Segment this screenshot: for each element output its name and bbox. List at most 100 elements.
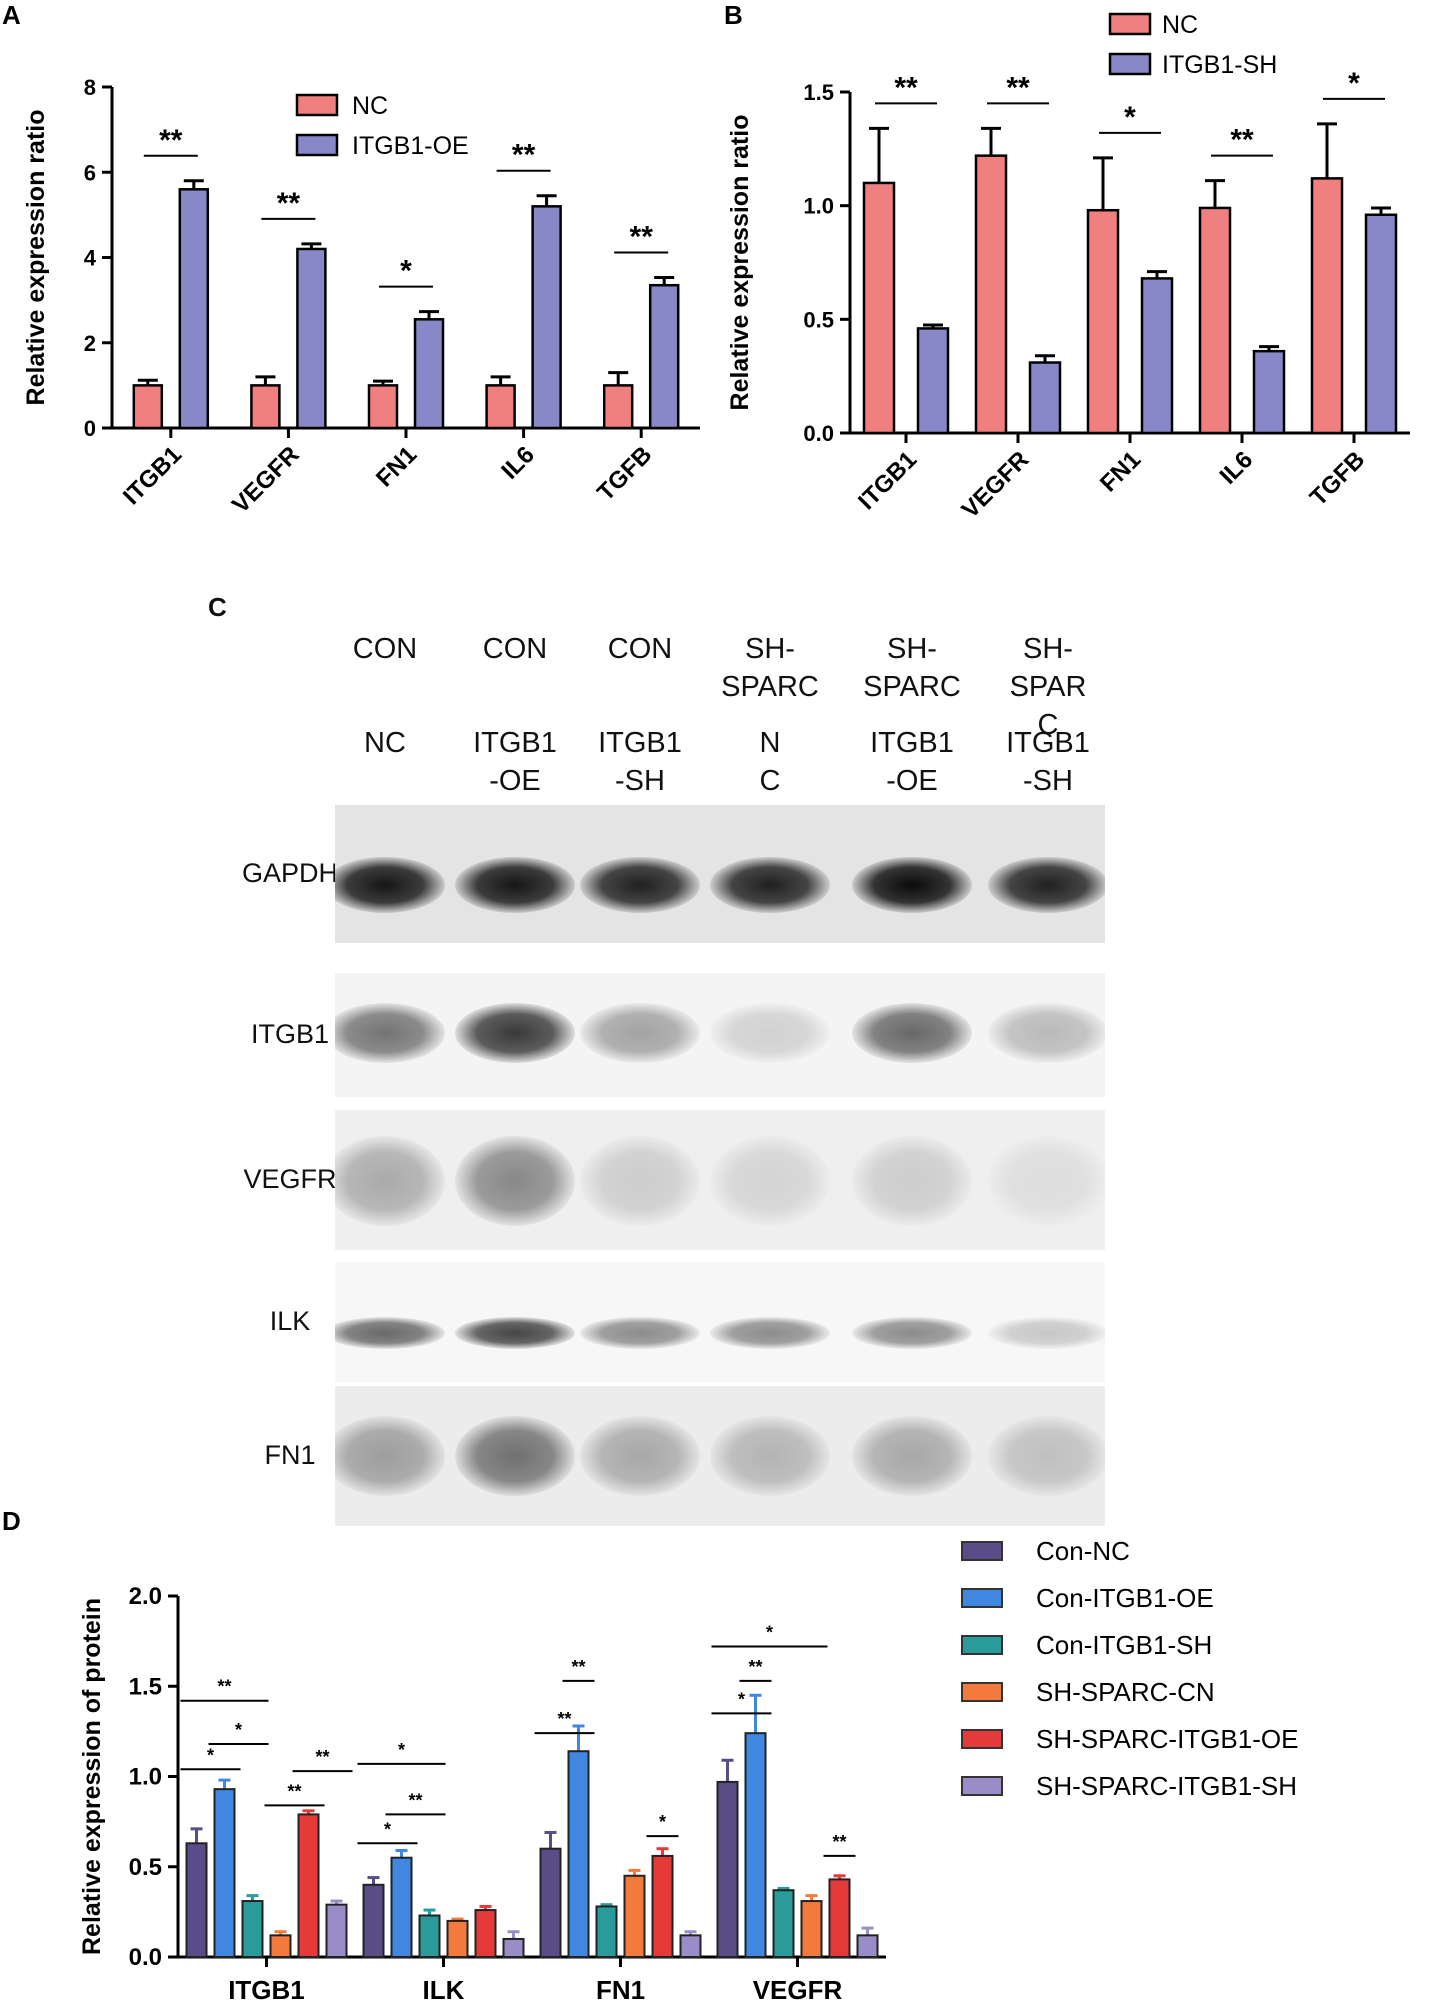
blot-strip [335, 805, 1105, 943]
legend-label: SH-SPARC-CN [1036, 1677, 1215, 1707]
bar [178, 188, 210, 430]
blot-band [988, 1136, 1105, 1226]
bar [297, 1813, 320, 1958]
protein-label: ILK [269, 1306, 311, 1336]
chart-panel-a: A 0 2 4 6 8 Relative expression ratio ITGB1 VEGF… [2, 0, 700, 519]
bar [744, 1732, 767, 1958]
bar [446, 1919, 469, 1958]
significance-marker: ** [748, 1657, 762, 1677]
blot-band [335, 1416, 445, 1496]
chart-panel-d: D 0.0 0.5 1.0 1.5 2.0 Relative expression of p… [2, 1506, 1298, 2004]
bar [651, 1854, 674, 1959]
x-tick-label: IL6 [496, 441, 540, 485]
x-tick-label: ITGB1 [118, 441, 187, 510]
significance-marker: ** [287, 1781, 301, 1801]
y-tick-label: 0.0 [129, 1944, 162, 1971]
blot-band [710, 857, 830, 913]
lane-group-line: -OE [886, 765, 938, 797]
legend-swatch [961, 1729, 1003, 1749]
lane-header-line: C [1037, 709, 1059, 741]
x-tick-label: TGFB [1305, 446, 1370, 511]
x-tick-label: FN1 [371, 441, 422, 492]
lane-group-line: N [759, 727, 781, 759]
blot-band [455, 1317, 575, 1349]
significance-marker: * [738, 1689, 745, 1709]
y-tick-label: 2 [84, 331, 96, 356]
y-tick-label: 1.5 [129, 1673, 162, 1700]
blot-band [455, 1416, 575, 1496]
legend-swatch [1108, 12, 1152, 36]
bar [185, 1842, 208, 1958]
bar [602, 384, 634, 430]
bar [325, 1903, 348, 1958]
lane-group-line: C [759, 765, 781, 797]
bar [772, 1889, 795, 1958]
x-tick-label: IL6 [1215, 446, 1259, 490]
bar [250, 384, 281, 430]
bar [595, 1905, 618, 1958]
blot-band [335, 857, 445, 913]
legend-swatch [961, 1541, 1003, 1561]
lane-header-line: SPAR [1009, 671, 1087, 703]
lane-header-line: SH- [745, 633, 795, 665]
bar [623, 1874, 646, 1958]
lane-header-line: CON [352, 633, 418, 665]
blot-band [710, 1416, 830, 1496]
panel-label-c: C [208, 592, 227, 622]
significance-marker: * [400, 255, 412, 288]
blot-band [988, 857, 1105, 913]
legend-swatch [961, 1635, 1003, 1655]
bar [1252, 349, 1286, 435]
significance-marker: ** [1006, 71, 1030, 104]
lane-header-line: SPARC [863, 671, 961, 703]
bar [648, 283, 680, 430]
legend-swatch [295, 93, 339, 117]
x-tick-label: ITGB1 [228, 1975, 305, 2004]
blot-band [455, 1136, 575, 1226]
bar [1198, 206, 1232, 435]
significance-marker: * [659, 1812, 666, 1832]
legend-swatch [961, 1776, 1003, 1796]
significance-marker: * [398, 1740, 405, 1760]
y-tick-label: 1.5 [803, 80, 834, 105]
significance-marker: ** [571, 1657, 585, 1677]
blot-band [580, 1416, 700, 1496]
bar [531, 205, 562, 430]
y-tick-label: 0.0 [803, 421, 834, 446]
x-tick-label: ILK [423, 1975, 465, 2004]
bar [296, 247, 327, 430]
lane-group-line: ITGB1 [1006, 727, 1090, 759]
legend-label: NC [352, 92, 388, 120]
significance-marker: ** [512, 139, 536, 172]
lane-group-line: ITGB1 [598, 727, 682, 759]
x-tick-label: FN1 [596, 1975, 645, 2004]
bar [856, 1934, 879, 1958]
y-tick-label: 2.0 [129, 1583, 162, 1610]
x-tick-label: VEGFR [957, 446, 1035, 524]
bar [828, 1878, 851, 1959]
blot-band [580, 1136, 700, 1226]
significance-marker: ** [408, 1790, 422, 1810]
blot-strip [335, 973, 1105, 1097]
blot-band [335, 1317, 445, 1349]
significance-marker: ** [315, 1747, 329, 1767]
y-tick-label: 0.5 [129, 1854, 162, 1881]
significance-marker: ** [630, 221, 654, 254]
significance-marker: * [207, 1745, 214, 1765]
blot-band [852, 1416, 972, 1496]
legend-label: SH-SPARC-ITGB1-OE [1036, 1724, 1298, 1754]
lane-header-line: CON [607, 633, 673, 665]
blot-strip [335, 1110, 1105, 1250]
y-axis-label: Relative expression of protein [78, 1598, 106, 1955]
blot-band [852, 1003, 972, 1063]
significance-marker: ** [557, 1709, 571, 1729]
legend-label: SH-SPARC-ITGB1-SH [1036, 1771, 1297, 1801]
blot-band [988, 1416, 1105, 1496]
blot-band [580, 1003, 700, 1063]
bar [539, 1847, 562, 1959]
significance-marker: ** [832, 1832, 846, 1852]
bar [1364, 213, 1398, 435]
significance-marker: * [766, 1623, 773, 1643]
x-tick-label: TGFB [592, 441, 657, 506]
legend-swatch [961, 1588, 1003, 1608]
